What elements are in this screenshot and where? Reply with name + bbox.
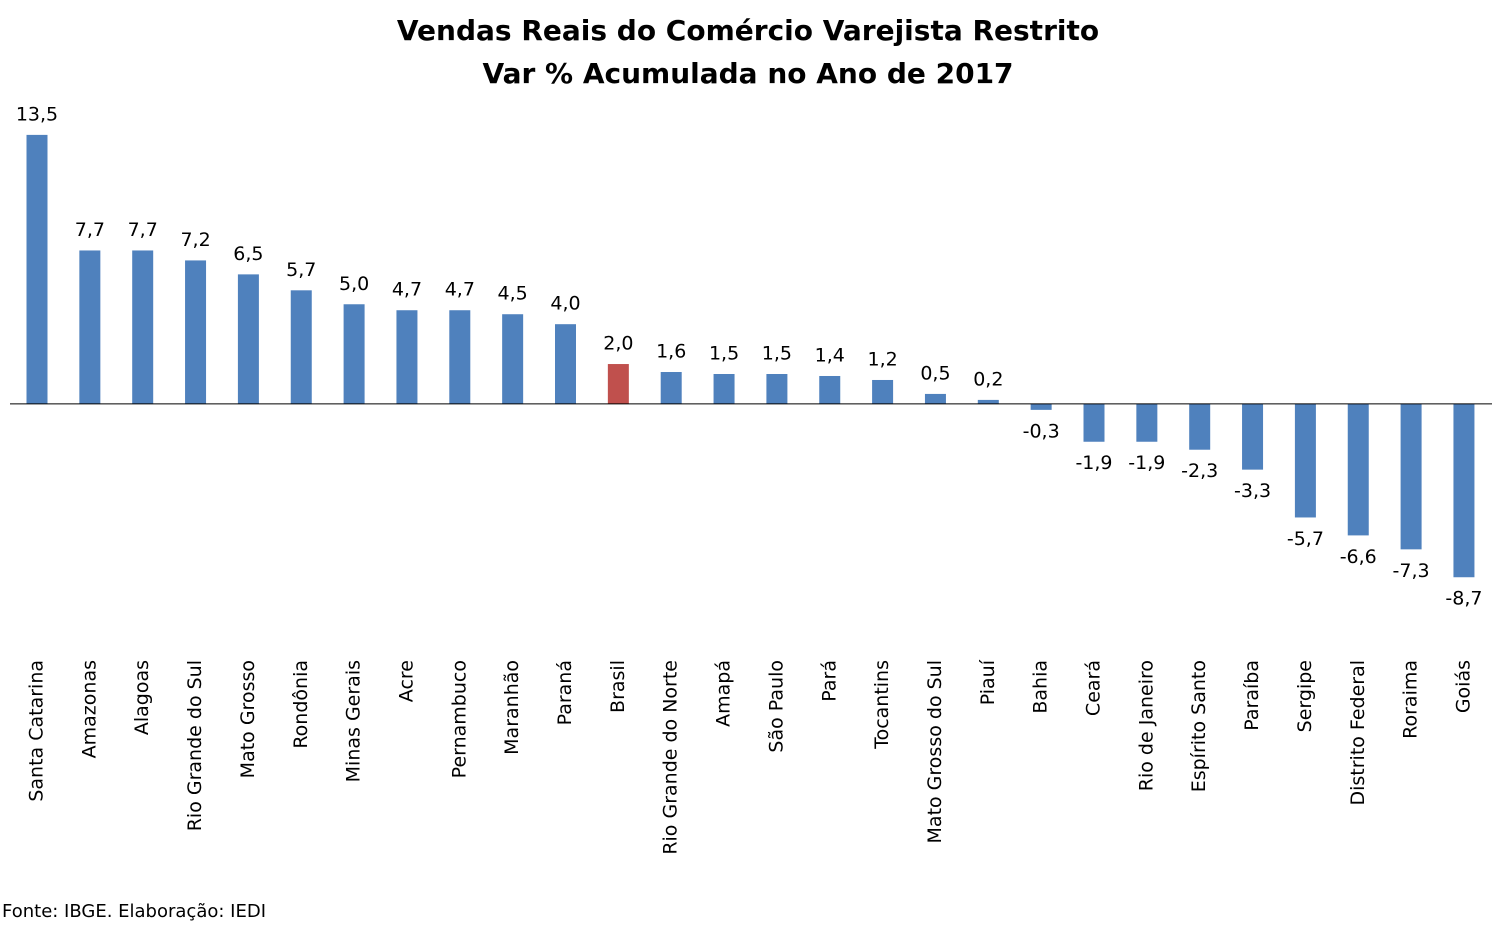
x-tick-label: Maranhão xyxy=(501,660,523,755)
bar xyxy=(555,324,576,404)
value-label: 6,5 xyxy=(233,243,263,265)
bar xyxy=(1294,403,1316,518)
x-tick-label: Paraná xyxy=(554,660,576,725)
x-tick-label: Acre xyxy=(395,660,417,702)
x-tick-label: Amazonas xyxy=(78,660,100,758)
x-tick-label: Pernambuco xyxy=(448,660,470,778)
bar xyxy=(79,250,101,404)
bar xyxy=(396,310,418,404)
x-tick-label: Goiás xyxy=(1452,660,1474,713)
value-label: 7,2 xyxy=(180,229,210,251)
value-label: -5,7 xyxy=(1287,528,1324,550)
bar xyxy=(1136,403,1158,442)
chart-subtitle: Var % Acumulada no Ano de 2017 xyxy=(482,57,1013,90)
bar xyxy=(26,134,48,404)
value-label: 13,5 xyxy=(16,103,58,125)
bar xyxy=(1030,403,1052,410)
x-tick-label: Ceará xyxy=(1083,660,1105,716)
value-label: -1,9 xyxy=(1128,452,1165,474)
x-tick-label: Roraima xyxy=(1400,660,1422,739)
x-tick-label: Santa Catarina xyxy=(26,660,48,802)
bar xyxy=(1400,403,1422,550)
x-tick-label: Bahia xyxy=(1030,660,1052,714)
bar xyxy=(1189,403,1211,450)
bar xyxy=(237,274,259,404)
value-label: -2,3 xyxy=(1181,460,1218,482)
value-label: 1,6 xyxy=(656,341,686,363)
value-label: 0,5 xyxy=(920,362,950,384)
bar xyxy=(713,374,735,404)
x-tick-label: Paraíba xyxy=(1241,660,1263,731)
bar xyxy=(819,375,841,404)
value-label: 1,5 xyxy=(709,343,739,365)
value-label: -8,7 xyxy=(1445,588,1482,610)
value-label: 5,7 xyxy=(286,259,316,281)
x-tick-label: Tocantins xyxy=(871,660,893,750)
x-tick-label: São Paulo xyxy=(765,660,787,753)
bar xyxy=(977,399,999,404)
x-tick-label: Minas Gerais xyxy=(343,660,365,782)
x-tick-label: Piauí xyxy=(977,659,999,705)
source-note: Fonte: IBGE. Elaboração: IEDI xyxy=(2,901,266,922)
bar xyxy=(343,304,365,404)
value-label: 2,0 xyxy=(603,333,633,355)
bar xyxy=(1453,403,1475,578)
bar xyxy=(872,379,894,404)
bar xyxy=(185,260,207,404)
x-tick-label: Brasil xyxy=(607,660,629,713)
value-label: 4,7 xyxy=(392,279,422,301)
x-tick-label: Mato Grosso xyxy=(237,660,259,778)
value-label: -6,6 xyxy=(1340,546,1377,568)
bar xyxy=(449,310,471,404)
value-label: 5,0 xyxy=(339,273,369,295)
x-tick-label: Pará xyxy=(818,660,840,702)
bar xyxy=(924,393,946,404)
bar xyxy=(1083,403,1105,442)
x-tick-label: Alagoas xyxy=(131,660,153,735)
x-tick-label: Rio Grande do Sul xyxy=(184,660,206,831)
value-label: -1,9 xyxy=(1075,452,1112,474)
value-label: 4,7 xyxy=(445,279,475,301)
value-label: 7,7 xyxy=(75,219,105,241)
bar xyxy=(502,314,524,404)
x-tick-label: Rio de Janeiro xyxy=(1135,660,1157,791)
bar xyxy=(660,372,682,404)
x-tick-label: Rondônia xyxy=(290,660,312,749)
value-label: -3,3 xyxy=(1234,480,1271,502)
bar xyxy=(132,250,154,404)
x-tick-label: Sergipe xyxy=(1294,660,1316,732)
x-tick-label: Amapá xyxy=(713,660,735,727)
value-label: 7,7 xyxy=(128,219,158,241)
value-label: 0,2 xyxy=(973,368,1003,390)
value-label: 4,5 xyxy=(498,283,528,305)
value-label: -0,3 xyxy=(1023,420,1060,442)
value-label: -7,3 xyxy=(1393,560,1430,582)
bar xyxy=(1347,403,1369,536)
bar xyxy=(607,364,629,404)
x-tick-label: Espírito Santo xyxy=(1188,660,1210,792)
bar xyxy=(1242,403,1264,470)
x-tick-label: Rio Grande do Norte xyxy=(660,660,682,855)
value-label: 1,4 xyxy=(815,344,845,366)
bar xyxy=(766,374,788,404)
chart-title: Vendas Reais do Comércio Varejista Restr… xyxy=(397,14,1099,47)
value-label: 1,5 xyxy=(762,343,792,365)
x-tick-label: Mato Grosso do Sul xyxy=(924,660,946,843)
value-label: 4,0 xyxy=(550,293,580,315)
value-label: 1,2 xyxy=(867,348,897,370)
bar xyxy=(290,290,312,404)
x-tick-label: Distrito Federal xyxy=(1347,660,1369,806)
